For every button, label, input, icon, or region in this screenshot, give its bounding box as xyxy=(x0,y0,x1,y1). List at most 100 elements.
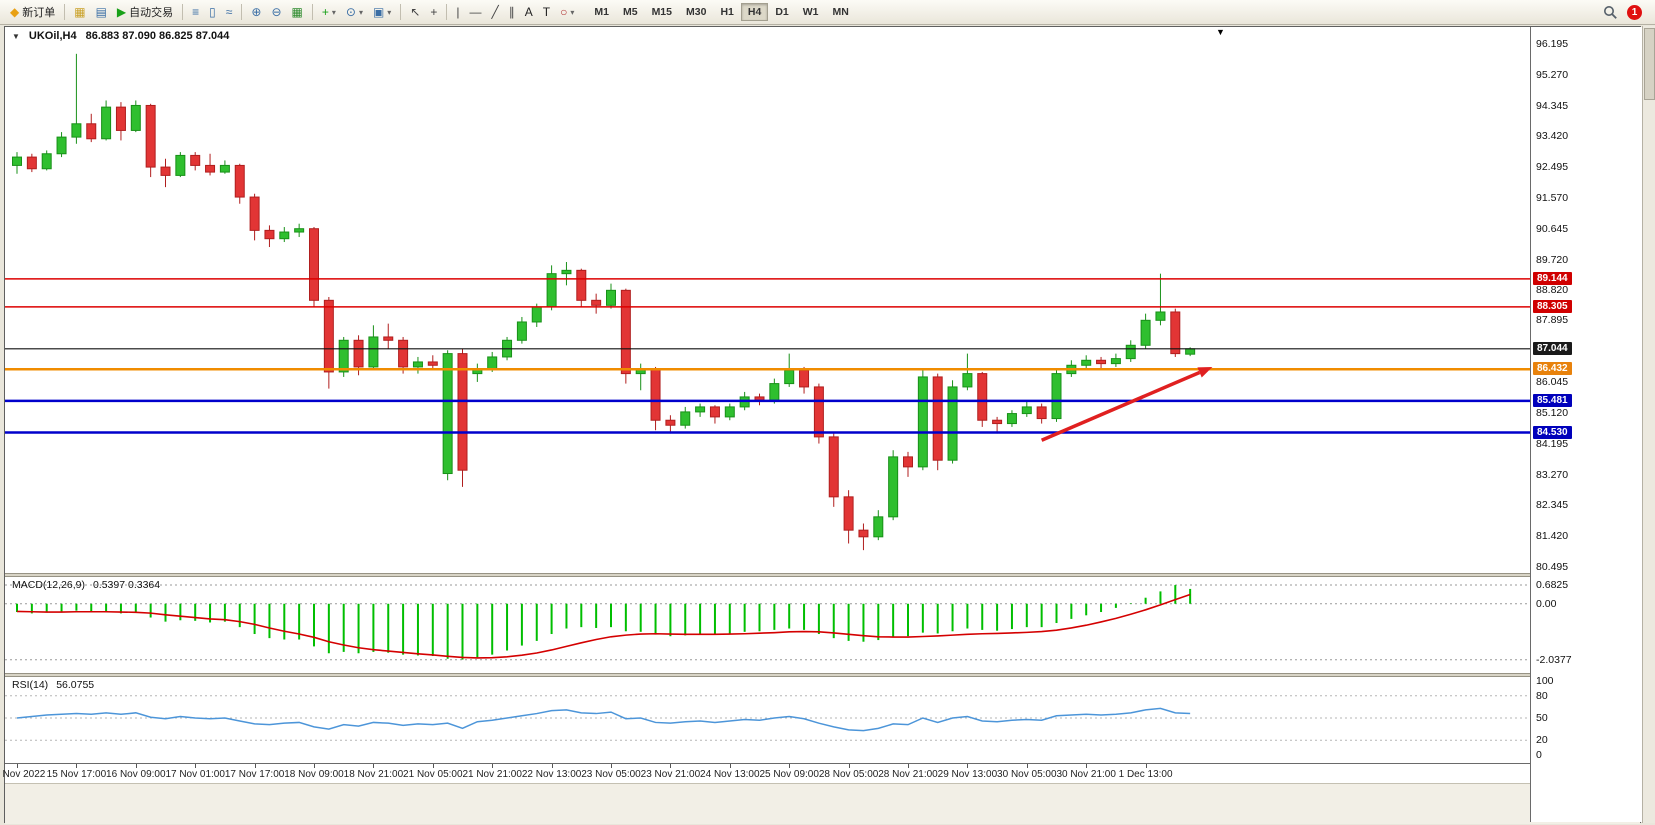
cursor-button[interactable]: ↖ xyxy=(405,1,425,23)
timeframe-h4-button[interactable]: H4 xyxy=(740,3,769,21)
price-axis-label: 90.645 xyxy=(1536,222,1569,235)
price-badge: 85.481 xyxy=(1533,393,1572,407)
price-axis-label: 88.820 xyxy=(1536,283,1569,296)
indicators-button[interactable]: + ▾ xyxy=(317,1,341,23)
market-watch-button[interactable]: ▦ xyxy=(69,1,90,23)
toolbar-separator xyxy=(182,4,184,20)
toolbar-separator xyxy=(64,4,66,20)
macd-axis-label: 0.6825 xyxy=(1536,579,1569,591)
pane-splitter[interactable] xyxy=(5,673,1640,677)
time-tick xyxy=(314,764,315,768)
arrows-icon: T xyxy=(542,5,551,19)
price-axis-label: 93.420 xyxy=(1536,130,1569,143)
line-chart-button[interactable]: ≈ xyxy=(221,1,238,23)
grid-button[interactable]: ▦ xyxy=(287,1,308,23)
arrows-button[interactable]: T xyxy=(538,1,555,23)
candlestick-chart[interactable] xyxy=(5,27,1530,573)
timeframe-m1-button[interactable]: M1 xyxy=(594,6,609,18)
dropdown-caret-icon: ▾ xyxy=(331,7,336,17)
notification-badge[interactable]: 1 xyxy=(1627,4,1642,20)
time-axis-label: 29 Nov 13:00 xyxy=(937,769,998,780)
zoom-in-button[interactable]: ⊕ xyxy=(246,1,266,23)
shapes-button[interactable]: ○ ▾ xyxy=(555,1,579,23)
timeframe-m15-button[interactable]: M15 xyxy=(651,6,672,18)
rsi-axis-label: 20 xyxy=(1536,734,1548,747)
macd-chart[interactable] xyxy=(5,577,1530,673)
autotrade-button-label: 自动交易 xyxy=(129,7,174,19)
price-pane[interactable]: ▼ UKOil,H4 86.883 87.090 86.825 87.044 ▼ xyxy=(5,27,1530,573)
time-tick xyxy=(1145,764,1147,768)
cursor-icon: ↖ xyxy=(410,5,421,19)
timeframe-m5-button[interactable]: M5 xyxy=(622,6,638,18)
price-axis-label: 87.895 xyxy=(1536,314,1569,327)
time-axis-label: 28 Nov 05:00 xyxy=(818,769,879,780)
rsi-axis-label: 80 xyxy=(1536,689,1548,702)
price-axis-label: 96.195 xyxy=(1536,38,1569,50)
price-axis-label: 89.720 xyxy=(1536,253,1569,266)
toolbar-separator xyxy=(446,4,448,20)
price-axis-label: 84.195 xyxy=(1536,437,1569,450)
macd-label: MACD(12,26,9) xyxy=(12,579,85,591)
text-button[interactable]: A xyxy=(520,1,538,23)
trend-arrow-annotation[interactable] xyxy=(1040,366,1213,442)
price-axis[interactable]: 96.195 95.270 94.345 93.420 92.495 91.570 90.6… xyxy=(1530,27,1642,822)
time-tick xyxy=(135,764,137,768)
collapse-icon[interactable]: ▼ xyxy=(12,31,20,41)
timeframe-mn-button[interactable]: MN xyxy=(832,6,849,18)
time-axis-label: 15 Nov 2022 xyxy=(0,769,46,780)
price-axis-label: 92.495 xyxy=(1536,161,1569,174)
trendline-button[interactable]: ╱ xyxy=(487,1,504,23)
macd-axis-label: -2.0377 xyxy=(1536,653,1572,666)
candlestick-chart-button[interactable]: ▯ xyxy=(204,1,221,23)
timeframe-w1-button[interactable]: W1 xyxy=(802,6,819,18)
horizontal-line-button[interactable]: — xyxy=(465,1,487,23)
macd-pane[interactable]: MACD(12,26,9) 0.5397 0.3364 xyxy=(5,577,1530,673)
toolbar: ◆ 新订单 ▦ ▤ ▶ 自动交易 ≡ ▯ ≈ ⊕ ⊖ ▦ + ▾ ⊙ ▾ ▣ ▾ ↖ + | — ╱ ∥ A T ○ ▾ M1 M5 M1… xyxy=(0,0,1655,25)
channel-button[interactable]: ∥ xyxy=(504,1,520,23)
vertical-scrollbar[interactable] xyxy=(1642,26,1655,823)
time-axis-label: 17 Nov 17:00 xyxy=(224,769,285,780)
scrollbar-thumb[interactable] xyxy=(1644,28,1655,100)
time-tick xyxy=(76,764,78,768)
bottom-filler xyxy=(5,783,1640,824)
time-axis-label: 18 Nov 21:00 xyxy=(343,769,404,780)
chart-symbol-title: UKOil,H4 xyxy=(28,30,77,42)
search-icon[interactable] xyxy=(1603,5,1618,20)
chart-window: ▼ UKOil,H4 86.883 87.090 86.825 87.044 ▼… xyxy=(0,26,1642,824)
period-button[interactable]: ⊙ ▾ xyxy=(341,1,368,23)
price-badge: 88.305 xyxy=(1533,299,1572,313)
toolbar-buttons: ◆ 新订单 ▦ ▤ ▶ 自动交易 ≡ ▯ ≈ ⊕ ⊖ ▦ + ▾ ⊙ ▾ ▣ ▾ ↖ + | — ╱ ∥ A T ○ ▾ xyxy=(5,1,579,23)
candlestick-chart-icon: ▯ xyxy=(209,5,216,19)
timeframe-d1-button[interactable]: D1 xyxy=(775,6,789,18)
macd-label-bar: MACD(12,26,9) 0.5397 0.3364 xyxy=(12,579,160,591)
new-order-icon: ◆ xyxy=(10,5,20,19)
timeframe-h1-button[interactable]: H1 xyxy=(720,6,734,18)
vertical-line-button[interactable]: | xyxy=(451,1,464,23)
dropdown-caret-icon: ▾ xyxy=(570,7,575,17)
bars-chart-button[interactable]: ≡ xyxy=(187,1,204,23)
new-order-button[interactable]: ◆ 新订单 xyxy=(5,1,60,23)
crosshair-button[interactable]: + xyxy=(425,1,442,23)
rsi-pane[interactable]: RSI(14) 56.0755 xyxy=(5,677,1530,763)
chart-shift-icon[interactable]: ▼ xyxy=(1216,27,1225,37)
timeframe-m30-button[interactable]: M30 xyxy=(686,6,707,18)
template-icon: ▣ xyxy=(372,5,385,19)
time-axis-label: 22 Nov 13:00 xyxy=(521,769,582,780)
time-tick xyxy=(492,764,494,768)
zoom-out-button[interactable]: ⊖ xyxy=(266,1,286,23)
chart-ohlc-readout: 86.883 87.090 86.825 87.044 xyxy=(85,30,230,42)
time-axis-label: 17 Nov 01:00 xyxy=(165,769,225,780)
autotrade-button[interactable]: ▶ 自动交易 xyxy=(112,1,178,23)
time-axis-label: 21 Nov 05:00 xyxy=(403,769,463,780)
navigator-icon: ▤ xyxy=(95,5,107,19)
rsi-axis-label: 50 xyxy=(1536,712,1548,724)
template-button[interactable]: ▣ ▾ xyxy=(368,1,396,23)
pane-splitter[interactable] xyxy=(5,573,1640,577)
rsi-axis-label: 100 xyxy=(1536,675,1554,687)
indicators-icon: + xyxy=(321,5,329,19)
rsi-chart[interactable] xyxy=(5,677,1530,763)
navigator-button[interactable]: ▤ xyxy=(91,1,112,23)
time-axis-label: 24 Nov 13:00 xyxy=(700,769,760,780)
line-chart-icon: ≈ xyxy=(225,5,233,19)
